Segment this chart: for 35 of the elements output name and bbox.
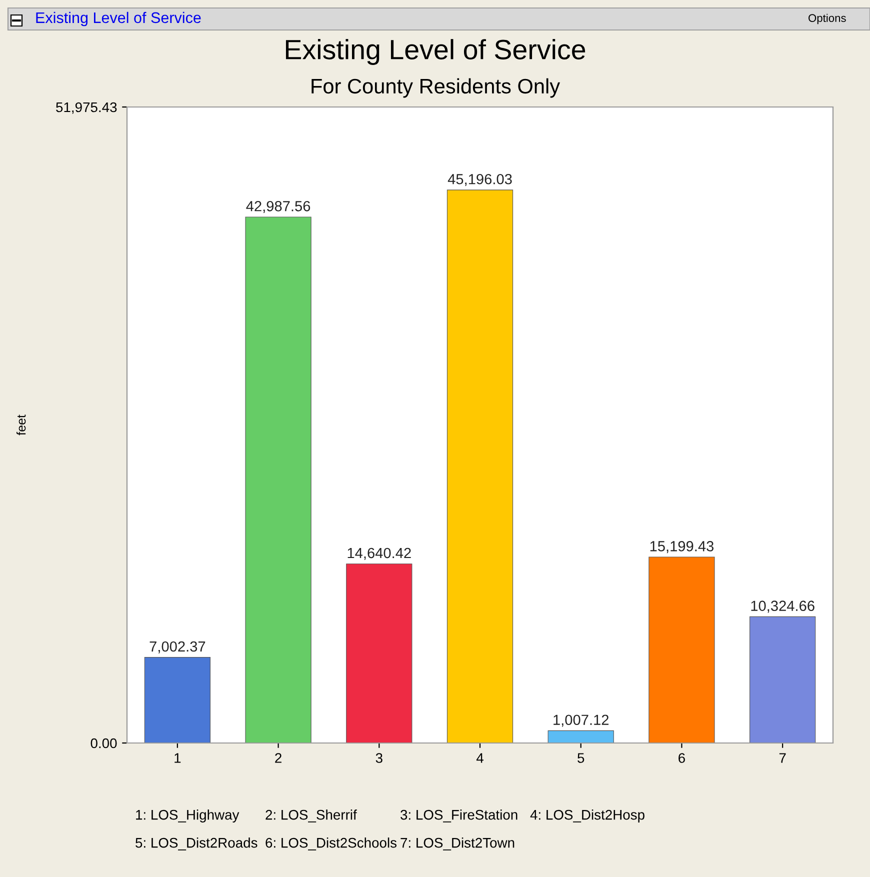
text: 6: LOS_Dist2Schools <box>266 838 397 850</box>
text: 4: LOS_Dist2Hosp <box>530 810 644 822</box>
text: 2: LOS_Sherrif <box>266 810 357 822</box>
x-tick-label: 4 <box>476 753 484 763</box>
y-tick-label: 51,975.43 <box>56 102 117 114</box>
bar <box>548 730 614 743</box>
data-label: 10,324.66 <box>751 600 814 613</box>
y-axis-title: feet <box>16 414 26 436</box>
text: 5: LOS_Dist2Roads <box>136 838 258 850</box>
data-label: 45,196.03 <box>448 174 512 186</box>
bar <box>245 216 312 743</box>
data-label: 1,007.12 <box>554 714 609 727</box>
bar <box>750 616 816 743</box>
data-label: 42,987.56 <box>246 200 310 214</box>
text: 3: LOS_FireStation <box>400 810 518 822</box>
data-label: 7,002.37 <box>150 641 206 654</box>
x-tick-label: 7 <box>779 753 786 763</box>
chart-title: Existing Level of Service <box>286 39 586 65</box>
x-tick-label: 3 <box>376 753 382 763</box>
chart-subtitle: For County Residents Only <box>312 78 560 98</box>
bar <box>446 190 514 743</box>
text: Options <box>808 14 846 24</box>
data-label: 14,640.42 <box>348 548 411 560</box>
y-tick-label: 0.00 <box>90 738 117 748</box>
bar <box>144 657 210 743</box>
x-tick-label: 6 <box>678 753 685 763</box>
text: Existing Level of Service <box>36 12 201 26</box>
bar <box>346 564 412 743</box>
x-tick-label: 5 <box>578 753 584 763</box>
x-tick-label: 2 <box>275 753 282 763</box>
text: 7: LOS_Dist2Town <box>400 838 514 850</box>
text: 1: LOS_Highway <box>136 810 240 822</box>
bar <box>648 556 715 743</box>
x-tick-label: 1 <box>174 753 181 763</box>
data-label: 15,199.43 <box>650 541 714 554</box>
